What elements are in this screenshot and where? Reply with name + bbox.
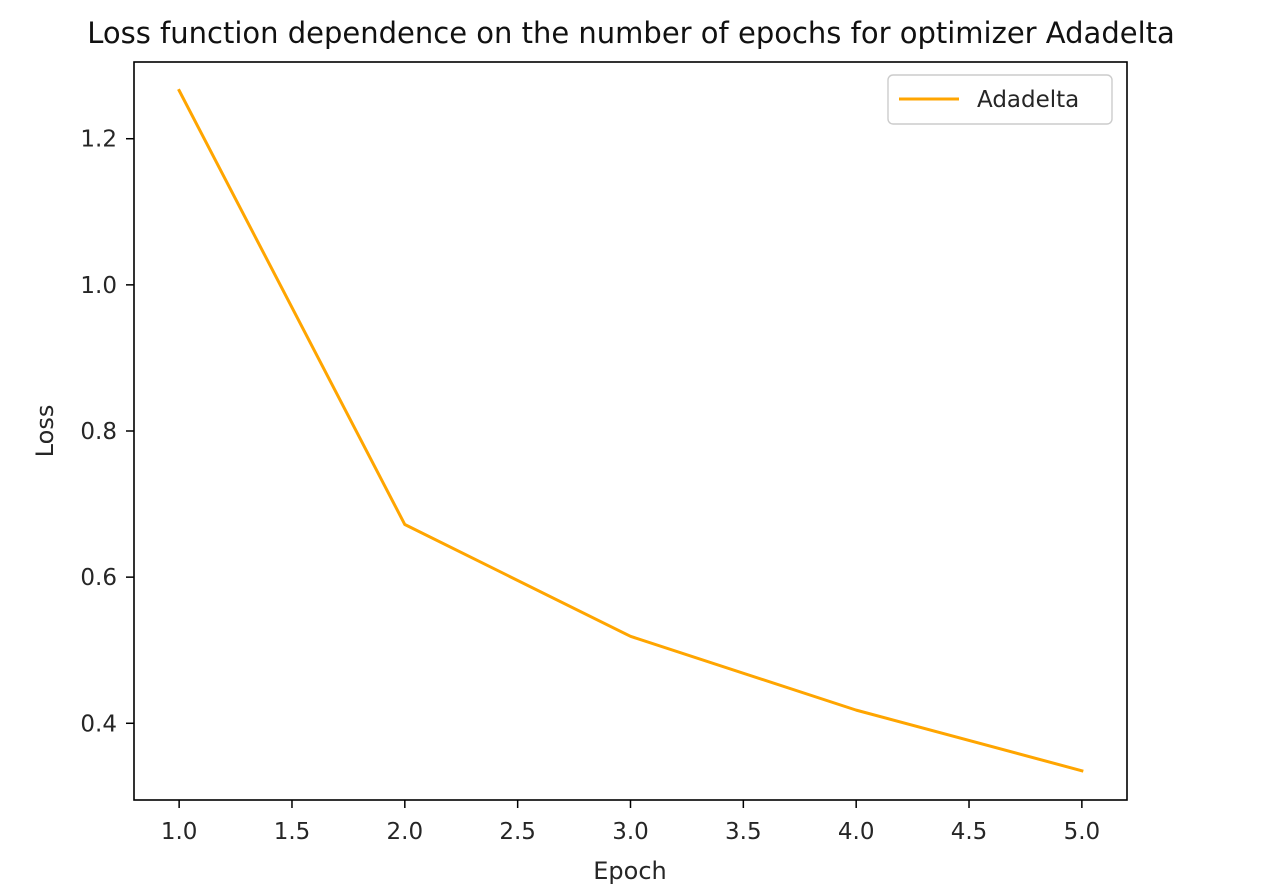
legend: Adadelta <box>887 74 1113 125</box>
x-tick-label: 1.5 <box>274 819 311 845</box>
series-layer <box>177 88 1084 773</box>
x-axis-label: Epoch <box>593 857 667 885</box>
y-axis-label: Loss <box>31 405 59 458</box>
y-tick-label: 1.0 <box>80 273 117 299</box>
axes-frame <box>133 61 1128 801</box>
y-tick-label: 1.2 <box>80 127 117 153</box>
x-axis: 1.0 1.5 2.0 2.5 3.0 3.5 4.0 4.5 5.0 <box>161 800 1100 845</box>
y-tick-label: 0.8 <box>80 419 117 445</box>
x-tick-label: 2.5 <box>499 819 536 845</box>
plot-area <box>133 61 1128 801</box>
x-tick-label: 1.0 <box>161 819 198 845</box>
y-tick-label: 0.6 <box>80 565 117 591</box>
y-axis: 0.4 0.6 0.8 1.0 1.2 <box>80 127 134 737</box>
y-tick-label: 0.4 <box>80 711 117 737</box>
legend-label-adadelta: Adadelta <box>977 87 1079 113</box>
x-tick-label: 3.5 <box>725 819 762 845</box>
x-tick-label: 2.0 <box>387 819 424 845</box>
x-tick-label: 4.0 <box>838 819 875 845</box>
chart-title: Loss function dependence on the number o… <box>87 16 1175 50</box>
x-tick-label: 3.0 <box>612 819 649 845</box>
legend-box <box>887 74 1113 125</box>
x-tick-label: 5.0 <box>1064 819 1101 845</box>
x-tick-label: 4.5 <box>951 819 988 845</box>
series-line-adadelta <box>177 88 1084 773</box>
